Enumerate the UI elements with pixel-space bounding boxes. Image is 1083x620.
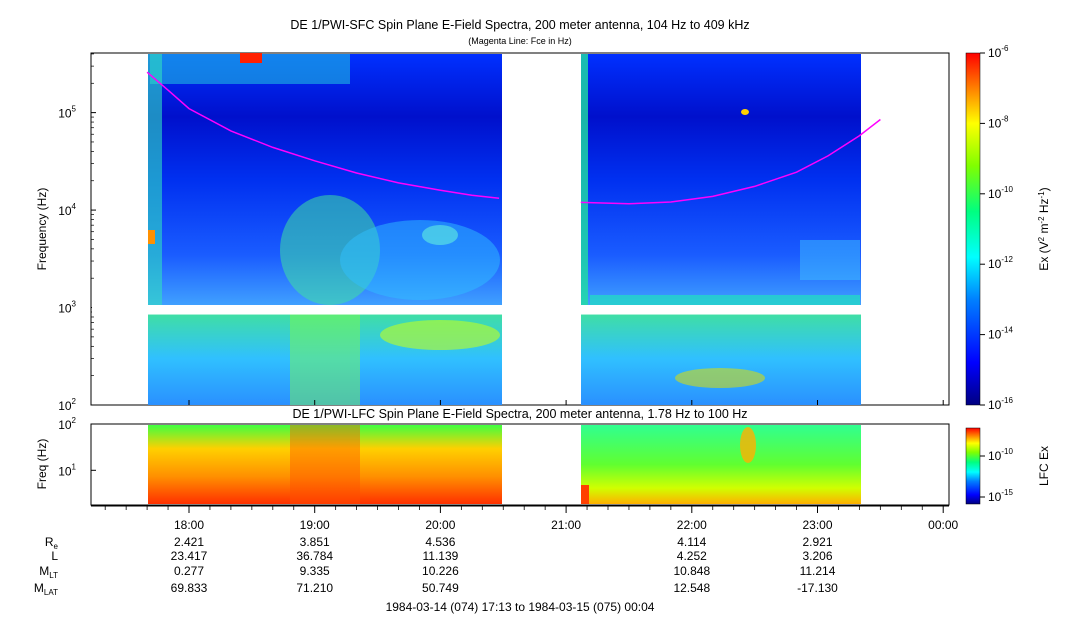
sfc-emission-hotspot-top [240, 53, 262, 63]
sfc-segment-2-low-band [581, 312, 861, 405]
sfc-y-tick-label: 102 [58, 397, 76, 413]
time-tick-label: 20:00 [425, 518, 455, 532]
ephemeris-value: 2.921 [802, 535, 832, 549]
time-axis: 18:00 19:00 20:00 21:00 22:00 23:00 00:00 [91, 505, 959, 532]
sfc-segment-2-edge [581, 54, 588, 305]
sfc-emission-lowband [340, 220, 500, 300]
lfc-segment-1 [148, 425, 502, 504]
ephemeris-value: 71.210 [296, 581, 333, 595]
time-range-footer: 1984-03-14 (074) 17:13 to 1984-03-15 (07… [386, 600, 655, 614]
time-tick-label: 21:00 [551, 518, 581, 532]
ephemeris-row-label: Re [45, 535, 59, 551]
ephemeris-row-label: L [51, 549, 58, 563]
lfc-y-tick-label: 101 [58, 462, 76, 478]
time-tick-label: 19:00 [300, 518, 330, 532]
lfc-colorbar-ticks: 10-10 10-15 [980, 447, 1013, 504]
lfc-segment-2-edge [581, 485, 589, 504]
ephemeris-value: 23.417 [171, 549, 208, 563]
ephemeris-value: 2.421 [174, 535, 204, 549]
sfc-emission-spot [422, 225, 458, 245]
lfc-segment-1-burst [290, 425, 360, 504]
time-tick-label: 23:00 [802, 518, 832, 532]
ephemeris-value: 4.536 [425, 535, 455, 549]
sfc-colorbar-tick-label: 10-6 [988, 44, 1009, 60]
fce-magenta-lines [146, 71, 881, 205]
sfc-heatmap [148, 53, 861, 405]
sfc-colorbar-tick-label: 10-8 [988, 114, 1009, 130]
lfc-colorbar-tick-label: 10-15 [988, 488, 1013, 504]
sfc-colorbar-tick-label: 10-16 [988, 396, 1013, 412]
sfc-colorbar-tick-label: 10-10 [988, 185, 1013, 201]
sfc-x-ticks [188, 400, 944, 405]
lfc-title: DE 1/PWI-LFC Spin Plane E-Field Spectra,… [292, 407, 747, 421]
sfc-y-tick-label: 104 [58, 202, 76, 218]
sfc-low-emission-2 [290, 312, 360, 405]
lfc-colorbar-gradient [965, 427, 981, 505]
ephemeris-value: 10.848 [673, 564, 710, 578]
ephemeris-value: 9.335 [300, 564, 330, 578]
lfc-segment-2 [581, 425, 861, 504]
sfc-spectrogram-panel: 102 103 104 105 [58, 52, 950, 413]
sfc-colorbar-tick-label: 10-14 [988, 326, 1013, 342]
sfc-segment-2-burst [800, 240, 860, 280]
ephemeris-value: 4.252 [677, 549, 707, 563]
sfc-segment-2-lowband [590, 295, 860, 305]
sfc-segment-2-hotspot [741, 109, 749, 115]
time-tick-label: 00:00 [928, 518, 958, 532]
ephemeris-row-label: MLT [39, 564, 58, 580]
sfc-colorbar-ticks: 10-6 10-8 10-10 10-12 10-14 10-16 [980, 44, 1013, 412]
lfc-y-label: Freq (Hz) [35, 439, 49, 490]
sfc-subtitle: (Magenta Line: Fce in Hz) [468, 36, 572, 46]
time-tick-label: 22:00 [677, 518, 707, 532]
lfc-y-axis: 101 102 [58, 416, 96, 478]
lfc-spectrogram-panel: 101 102 [58, 416, 950, 506]
ephemeris-value: 50.749 [422, 581, 459, 595]
fce-line-1 [146, 71, 500, 200]
lfc-colorbar-label: LFC Ex [1037, 446, 1051, 486]
sfc-low-emission-3 [675, 368, 765, 388]
ephemeris-table: Re 2.421 3.851 4.536 4.114 2.921 L 23.417 36.784… [34, 535, 838, 597]
lfc-colorbar: 10-10 10-15 LFC Ex [965, 427, 1051, 505]
lfc-y-tick-label: 102 [58, 416, 76, 432]
time-tick-label: 18:00 [174, 518, 204, 532]
ephemeris-value: 4.114 [677, 535, 706, 549]
sfc-emission-column [148, 54, 162, 305]
sfc-y-tick-label: 105 [58, 105, 76, 121]
lfc-segment-2-burst [740, 427, 756, 463]
sfc-title: DE 1/PWI-SFC Spin Plane E-Field Spectra,… [290, 18, 749, 32]
ephemeris-value: 69.833 [171, 581, 208, 595]
fce-line-2 [580, 118, 881, 205]
ephemeris-value: 11.139 [422, 549, 458, 563]
sfc-colorbar: 10-6 10-8 10-10 10-12 10-14 10-16 Ex (V2 m-2 … [965, 44, 1052, 412]
ephemeris-row-label: MLAT [34, 581, 58, 597]
sfc-colorbar-tick-label: 10-12 [988, 255, 1013, 271]
sfc-low-emission-1 [380, 320, 500, 350]
ephemeris-value: 3.206 [802, 549, 832, 563]
sfc-emission-hotspot [148, 230, 155, 244]
sfc-y-axis: 102 103 104 105 [58, 53, 96, 413]
sfc-y-tick-label: 103 [58, 300, 76, 316]
sfc-colorbar-gradient [965, 52, 981, 406]
ephemeris-value: 36.784 [296, 549, 333, 563]
ephemeris-value: 11.214 [800, 564, 836, 578]
ephemeris-value: 0.277 [174, 564, 204, 578]
ephemeris-value: 3.851 [300, 535, 330, 549]
sfc-colorbar-label: Ex (V2 m-2 Hz-1) [1037, 187, 1052, 270]
ephemeris-value: -17.130 [797, 581, 838, 595]
ephemeris-value: 10.226 [422, 564, 459, 578]
lfc-colorbar-tick-label: 10-10 [988, 447, 1013, 463]
ephemeris-value: 12.548 [673, 581, 710, 595]
sfc-y-label: Frequency (Hz) [35, 188, 49, 271]
band-divider [92, 306, 948, 315]
